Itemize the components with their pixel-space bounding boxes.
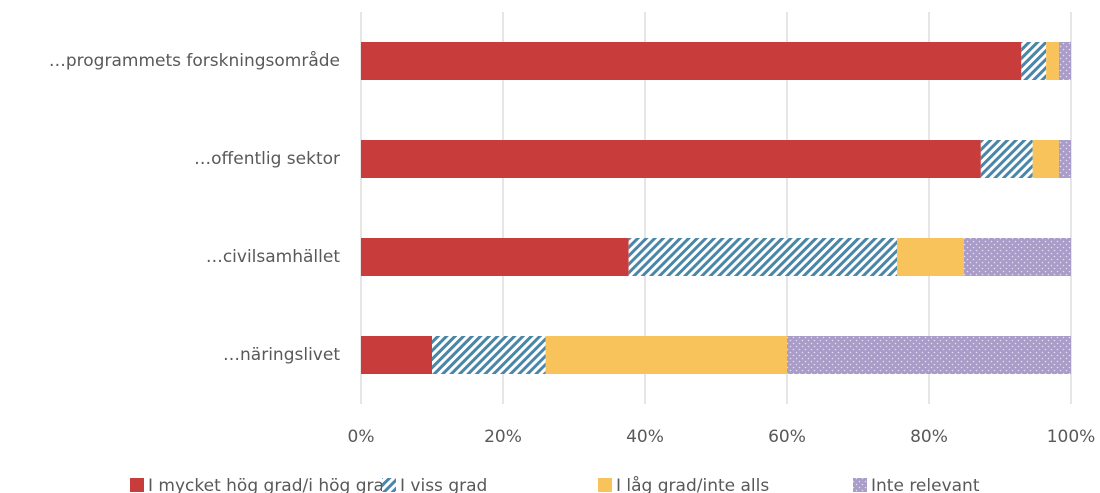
x-tick-label: 60% (768, 427, 806, 447)
x-tick-label: 40% (626, 427, 664, 447)
legend-label: I viss grad (400, 476, 487, 493)
legend-item: Inte relevant (853, 476, 980, 493)
y-tick-label: …offentlig sektor (194, 149, 340, 169)
bar-segment (963, 238, 1071, 276)
legend-item: I mycket hög grad/i hög grad (130, 476, 395, 493)
bar-segment (1058, 42, 1071, 80)
bar-segment (361, 140, 981, 178)
legend-item: I viss grad (382, 476, 487, 493)
legend-swatch (853, 478, 867, 492)
legend-swatch (130, 478, 144, 492)
bar-segment (1032, 140, 1059, 178)
legend-label: I mycket hög grad/i hög grad (148, 476, 395, 493)
x-tick-label: 20% (484, 427, 522, 447)
bar-segment (1021, 42, 1047, 80)
y-tick-label: …civilsamhället (206, 247, 341, 267)
y-tick-label: …programmets forskningsområde (49, 50, 340, 71)
bar-segment (1046, 42, 1059, 80)
x-tick-label: 80% (910, 427, 948, 447)
x-tick-label: 0% (348, 427, 375, 447)
y-tick-label: …näringslivet (223, 345, 340, 365)
legend-item: I låg grad/inte alls (598, 475, 769, 493)
bar-segment (361, 238, 629, 276)
bar-segment (361, 42, 1022, 80)
legend-swatch (598, 478, 612, 492)
x-tick-label: 100% (1047, 427, 1096, 447)
bar-segment (787, 336, 1071, 374)
legend-label: Inte relevant (871, 476, 980, 493)
bar-segment (980, 140, 1033, 178)
bar-segment (432, 336, 546, 374)
legend-label: I låg grad/inte alls (616, 475, 769, 493)
bar-segment (897, 238, 964, 276)
bar-segment (628, 238, 898, 276)
bar-segment (545, 336, 787, 374)
bar-segment (1058, 140, 1071, 178)
legend-swatch (382, 478, 396, 492)
bar-segment (361, 336, 432, 374)
